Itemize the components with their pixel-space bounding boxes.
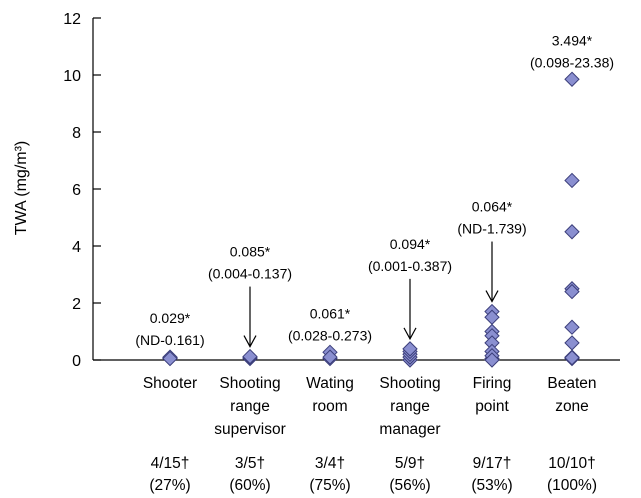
data-point — [162, 350, 178, 367]
detection-fraction: 5/9† — [395, 455, 425, 472]
x-category-label: room — [312, 398, 347, 415]
detection-fraction: 3/4† — [315, 455, 345, 472]
data-point — [564, 319, 580, 335]
range-label: (0.028-0.273) — [288, 327, 372, 343]
x-category-label: zone — [555, 398, 589, 415]
range-label: (0.098-23.38) — [530, 54, 614, 70]
y-tick-label: 2 — [72, 296, 81, 313]
y-tick-label: 0 — [72, 353, 81, 370]
data-point — [402, 341, 418, 357]
category-group: 0.061* (0.028-0.273) Wating room 3/4† (75%) — [288, 305, 372, 494]
data-point — [564, 350, 580, 366]
x-category-label: manager — [379, 421, 440, 438]
category-group: 0.064* (ND-1.739) Firing point 9/17† (53%) — [457, 199, 526, 494]
detection-percent: (60%) — [229, 477, 270, 494]
y-tick-label: 6 — [72, 182, 81, 199]
data-point — [322, 349, 338, 365]
x-category-label: Shooter — [143, 375, 197, 392]
detection-fraction: 4/15† — [151, 455, 190, 472]
category-groups: 0.029* (ND-0.161) Shooter 4/15† (27%) 0.085* (… — [135, 32, 614, 494]
range-label: (0.001-0.387) — [368, 258, 452, 274]
data-point — [242, 348, 258, 365]
range-label: (ND-0.161) — [135, 332, 204, 348]
data-point — [564, 224, 580, 240]
y-tick-label: 4 — [72, 239, 81, 256]
pointer-arrow-head — [243, 335, 257, 348]
data-point — [564, 71, 580, 87]
y-axis-label: TWA (mg/m³) — [13, 141, 30, 236]
y-tick-label: 12 — [63, 11, 81, 28]
median-label: 0.085* — [230, 244, 271, 260]
x-category-label: Firing — [473, 375, 512, 392]
category-group: 0.029* (ND-0.161) Shooter 4/15† (27%) — [135, 310, 204, 494]
median-label: 3.494* — [552, 32, 593, 48]
detection-fraction: 3/5† — [235, 455, 265, 472]
detection-fraction: 10/10† — [548, 455, 595, 472]
x-category-label: range — [390, 398, 430, 415]
pointer-arrow-head — [403, 327, 417, 341]
range-label: (ND-1.739) — [457, 221, 526, 237]
detection-percent: (56%) — [389, 477, 430, 494]
x-category-label: Wating — [306, 375, 354, 392]
median-label: 0.064* — [472, 199, 513, 215]
category-group: 0.094* (0.001-0.387) Shooting range manager 5… — [368, 236, 452, 494]
pointer-arrow-head — [485, 290, 499, 303]
y-tick-label: 8 — [72, 125, 81, 142]
median-label: 0.061* — [310, 305, 351, 321]
median-label: 0.094* — [390, 236, 431, 252]
y-tick-label: 10 — [63, 68, 81, 85]
x-category-label: point — [475, 398, 509, 415]
detection-percent: (75%) — [309, 477, 350, 494]
x-category-label: Shooting — [219, 375, 280, 392]
detection-percent: (27%) — [149, 477, 190, 494]
category-group: 0.085* (0.004-0.137) Shooting range supervis… — [208, 244, 292, 494]
x-category-label: Shooting — [379, 375, 440, 392]
median-label: 0.029* — [150, 310, 191, 326]
y-tick-labels: 0 2 4 6 8 10 12 — [63, 11, 101, 370]
data-point — [564, 335, 580, 351]
category-group: 3.494* (0.098-23.38) Beaten zone 10/10† (100%… — [530, 32, 614, 494]
detection-percent: (53%) — [471, 477, 512, 494]
data-point — [564, 172, 580, 189]
x-category-label: Beaten — [547, 375, 596, 392]
data-point — [484, 352, 500, 368]
data-point — [564, 283, 580, 300]
detection-fraction: 9/17† — [473, 455, 512, 472]
x-category-label: supervisor — [214, 421, 286, 438]
detection-percent: (100%) — [547, 477, 597, 494]
range-label: (0.004-0.137) — [208, 266, 292, 282]
x-category-label: range — [230, 398, 270, 415]
